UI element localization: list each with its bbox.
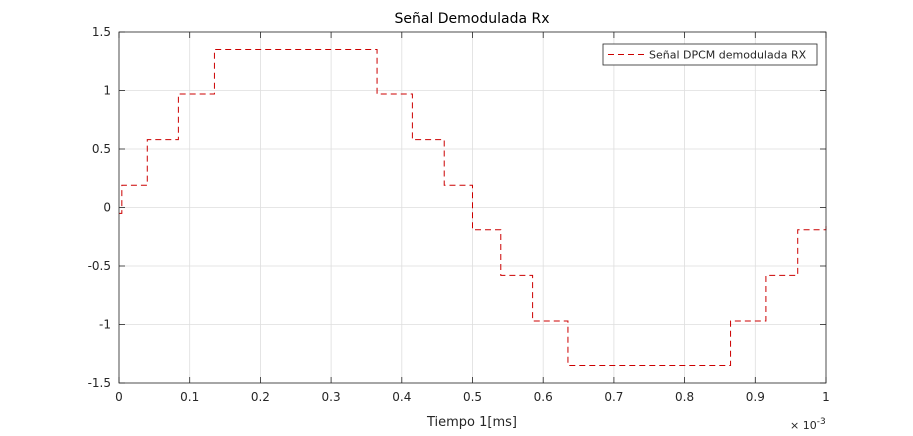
legend: Señal DPCM demodulada RX (602, 43, 818, 66)
tick-marks (118, 31, 827, 384)
series-layer (119, 49, 827, 366)
x-tick-label: 0.6 (534, 390, 553, 404)
chart-title: Señal Demodulada Rx (394, 11, 549, 27)
x-exponent-power: -3 (817, 417, 826, 427)
x-exponent-base: × 10 (790, 419, 817, 432)
x-exponent-label: × 10-3 (790, 417, 826, 432)
x-tick-label: 0.1 (180, 390, 199, 404)
series-line (119, 49, 827, 366)
legend-entry-label: Señal DPCM demodulada RX (649, 49, 807, 62)
y-tick-label: -1 (99, 318, 111, 332)
x-tick-label: 0.4 (392, 390, 411, 404)
x-tick-labels: 0 0.1 0.2 0.3 0.4 0.5 0.6 0.7 0.8 0.9 1 (115, 390, 830, 404)
y-tick-label: -1.5 (88, 376, 111, 390)
x-tick-label: 0.2 (251, 390, 270, 404)
y-tick-label: 1 (103, 84, 111, 98)
x-tick-label: 0 (115, 390, 123, 404)
x-tick-label: 0.8 (675, 390, 694, 404)
y-tick-label: -0.5 (88, 259, 111, 273)
y-tick-labels: 1.5 1 0.5 0 -0.5 -1 -1.5 (88, 25, 111, 390)
x-tick-label: 0.9 (746, 390, 765, 404)
y-tick-label: 0.5 (92, 142, 111, 156)
legend-box (602, 43, 818, 66)
x-tick-label: 1 (822, 390, 830, 404)
x-tick-label: 0.5 (463, 390, 482, 404)
x-axis-label: Tiempo 1[ms] (426, 415, 517, 430)
y-tick-label: 0 (103, 201, 111, 215)
x-tick-label: 0.7 (604, 390, 623, 404)
x-tick-label: 0.3 (322, 390, 341, 404)
y-tick-label: 1.5 (92, 25, 111, 39)
